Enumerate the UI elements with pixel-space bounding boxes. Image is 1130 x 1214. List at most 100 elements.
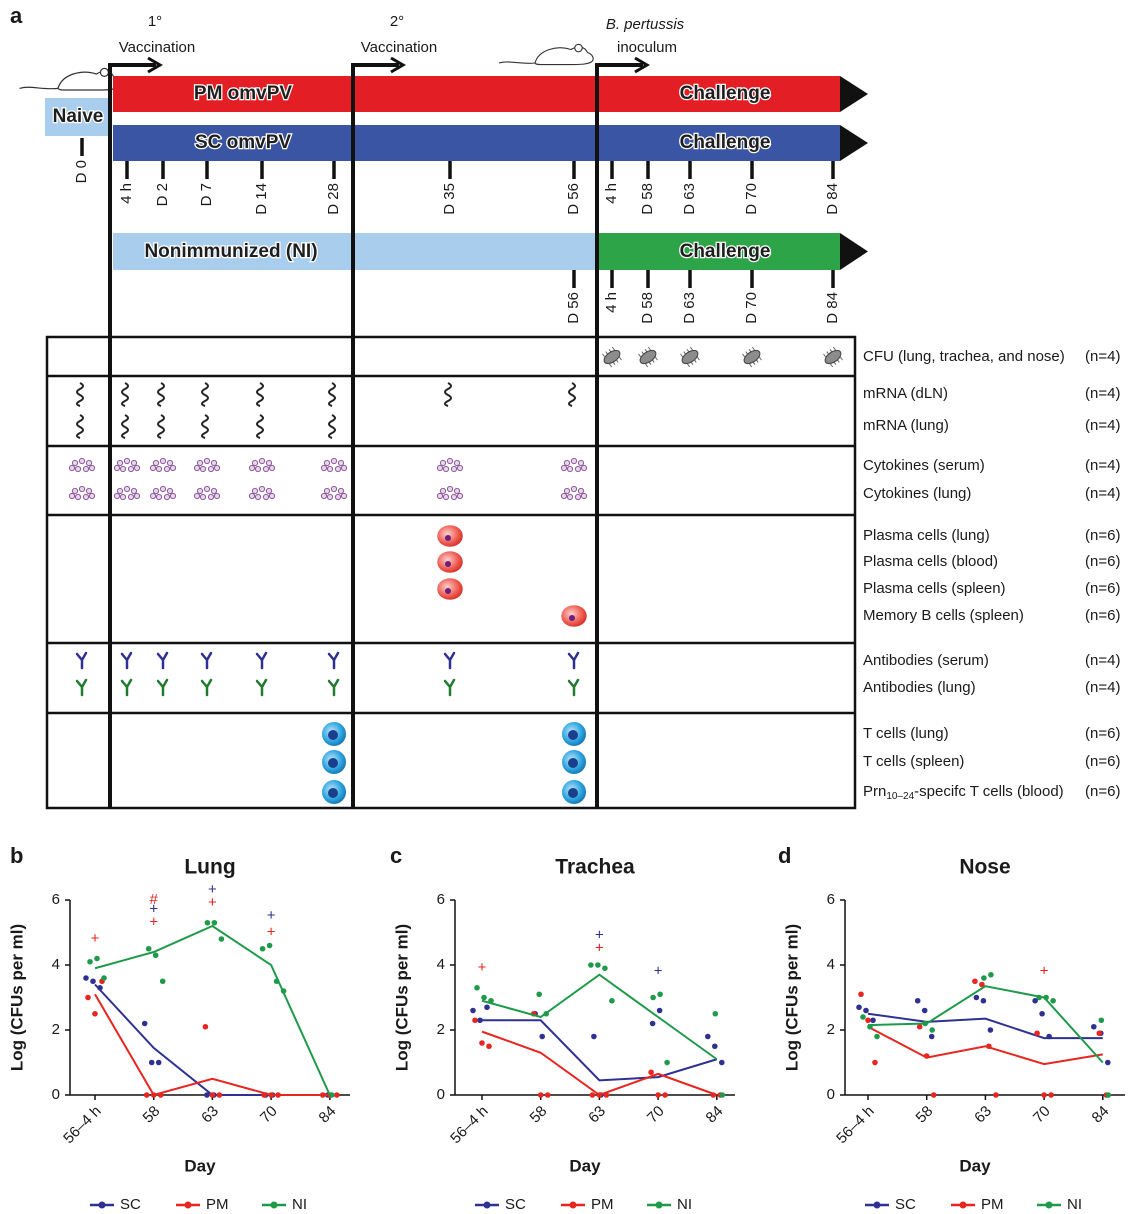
- antibody-icon: [255, 678, 268, 697]
- cytokine-icon: [563, 459, 571, 467]
- data-point: [159, 978, 166, 985]
- group-label: SC omvPV: [195, 132, 291, 153]
- significance-mark: #: [150, 891, 159, 908]
- cytokine-icon: [159, 457, 167, 465]
- mouse-tail: [19, 86, 59, 90]
- data-point: [544, 1092, 551, 1098]
- vaccination-label: Vaccination: [119, 39, 195, 56]
- x-tick-label: 63: [198, 1103, 222, 1127]
- readout-n: (n=6): [1085, 783, 1120, 800]
- data-point: [1096, 1030, 1103, 1037]
- readout-n: (n=4): [1085, 485, 1120, 502]
- data-point: [603, 1092, 610, 1098]
- cytokine-icon: [74, 465, 82, 473]
- plasma-cell-icon-nucleus: [445, 535, 451, 541]
- significance-mark: +: [1040, 962, 1049, 979]
- data-point: [655, 1092, 661, 1098]
- readout-n: (n=6): [1085, 527, 1120, 544]
- y-tick-label: 2: [437, 1021, 445, 1038]
- cytokine-icon: [340, 464, 348, 472]
- mouse-tail: [498, 61, 536, 64]
- data-point: [650, 994, 656, 1001]
- cytokine-icon: [570, 485, 578, 493]
- mrna-icon: [568, 382, 576, 407]
- legend-dot: [270, 1201, 278, 1209]
- vaccination-label: Vaccination: [361, 39, 437, 56]
- legend-label: PM: [981, 1196, 1004, 1213]
- y-tick-label: 6: [827, 891, 835, 908]
- cytokine-icon: [570, 457, 578, 465]
- group-label: PM omvPV: [194, 83, 293, 104]
- bacteria-icon: [638, 346, 658, 368]
- cytokine-icon: [213, 492, 221, 500]
- data-point: [649, 1020, 656, 1027]
- cytokine-icon: [203, 457, 211, 465]
- cytokine-icon: [262, 465, 270, 473]
- data-point: [596, 1092, 603, 1098]
- bacteria-icon: [823, 346, 843, 368]
- readout-n: (n=4): [1085, 417, 1120, 434]
- mrna-icon: [157, 414, 165, 439]
- bacteria-body: [824, 349, 842, 365]
- significance-mark: +: [478, 959, 487, 976]
- cytokine-icon: [580, 492, 588, 500]
- cytokine-icon: [251, 459, 259, 467]
- cytokine-icon: [155, 465, 163, 473]
- legend-dot: [873, 1201, 881, 1209]
- cytokine-icon: [450, 493, 458, 501]
- legend-label: NI: [1067, 1196, 1082, 1213]
- x-tick-label: 56–4 h: [447, 1103, 491, 1147]
- panel-label: a: [10, 3, 23, 28]
- cytokine-icon: [82, 493, 90, 501]
- x-axis-label: Day: [569, 1156, 601, 1175]
- x-axis-label: Day: [959, 1156, 991, 1175]
- cytokine-icon: [152, 459, 160, 467]
- cytokine-icon: [323, 459, 331, 467]
- data-point: [863, 1007, 869, 1014]
- readout-n: (n=4): [1085, 348, 1120, 365]
- bacteria-body: [639, 349, 657, 365]
- readout-n: (n=6): [1085, 753, 1120, 770]
- readout-label: mRNA (lung): [863, 417, 949, 434]
- cytokine-icon: [323, 487, 331, 495]
- timepoint-label: D 70: [743, 292, 760, 324]
- cytokine-icon: [149, 464, 157, 472]
- data-point: [143, 1092, 150, 1098]
- y-tick-label: 2: [827, 1021, 835, 1038]
- cytokine-icon: [262, 493, 270, 501]
- data-point: [874, 1033, 880, 1040]
- data-point: [710, 1092, 717, 1098]
- cytokine-icon: [207, 493, 215, 501]
- cytokine-icon: [436, 492, 444, 500]
- bacteria-icon: [602, 346, 622, 368]
- data-point: [981, 975, 987, 981]
- timeline-arrow: [595, 63, 643, 808]
- data-point: [609, 997, 615, 1004]
- cytokine-icon: [258, 457, 266, 465]
- data-point: [216, 1092, 223, 1098]
- cytokine-icon: [163, 493, 171, 501]
- data-point: [204, 919, 211, 926]
- y-axis-label: Log (CFUs per ml): [392, 924, 411, 1071]
- timepoint-label: D 28: [325, 183, 342, 215]
- chart-title: Trachea: [555, 856, 635, 879]
- data-point: [266, 942, 273, 949]
- data-point: [719, 1092, 726, 1098]
- cytokine-icon: [133, 464, 141, 472]
- data-point: [259, 945, 266, 952]
- x-tick-label: 56–4 h: [60, 1103, 104, 1147]
- timepoint-label: D 7: [198, 183, 215, 206]
- cytokine-icon: [268, 492, 276, 500]
- panel-label: c: [390, 843, 402, 868]
- timepoint-label: D 70: [743, 183, 760, 215]
- data-point: [539, 1033, 545, 1040]
- mrna-icon: [121, 382, 129, 407]
- data-point: [986, 1043, 992, 1050]
- data-point: [202, 1023, 209, 1030]
- cytokine-icon: [116, 487, 124, 495]
- cytokine-icon: [453, 459, 461, 467]
- cytokine-icon: [456, 464, 464, 472]
- cytokine-icon: [442, 465, 450, 473]
- bacteria-spike: [832, 346, 843, 361]
- mouse-ear: [99, 67, 110, 78]
